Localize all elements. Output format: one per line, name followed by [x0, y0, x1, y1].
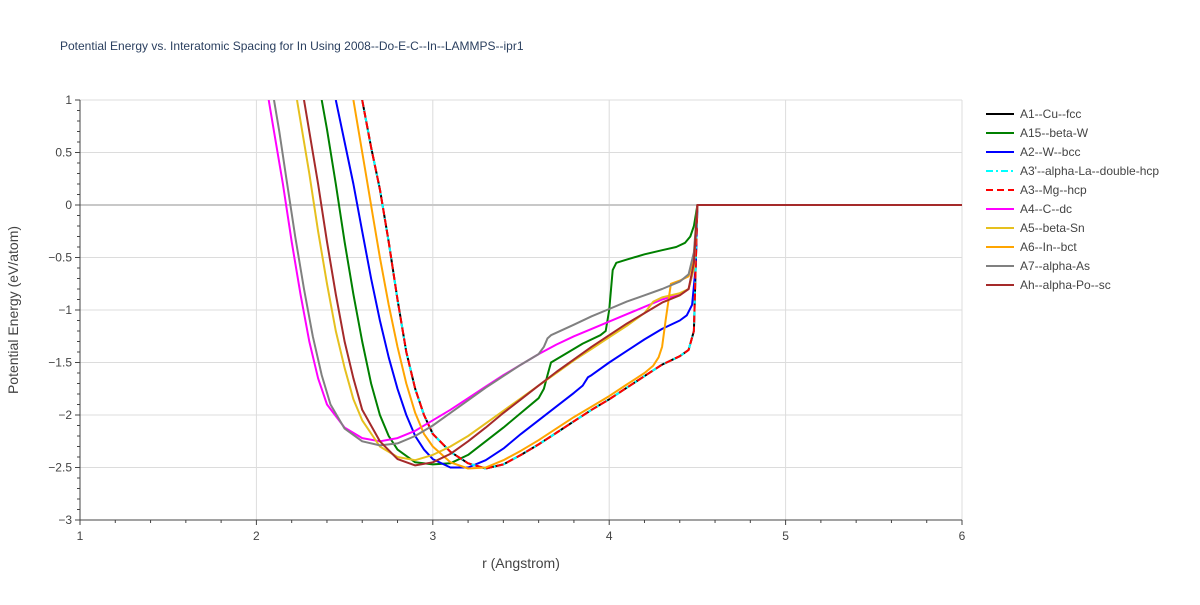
- legend-label: A15--beta-W: [1020, 126, 1089, 140]
- y-tick-label: −3: [58, 513, 72, 527]
- legend-label: A6--In--bct: [1020, 240, 1077, 254]
- x-axis-label: r (Angstrom): [482, 555, 560, 571]
- x-tick-label: 2: [253, 529, 260, 543]
- legend-item[interactable]: A3--Mg--hcp: [986, 183, 1087, 197]
- legend[interactable]: A1--Cu--fcc A15--beta-W A2--W--bcc A3'--alp…: [986, 107, 1159, 292]
- y-tick-label: −1.5: [48, 356, 72, 370]
- legend-item[interactable]: A2--W--bcc: [986, 145, 1080, 159]
- legend-item[interactable]: A4--C--dc: [986, 202, 1072, 216]
- y-tick-label: −0.5: [48, 251, 72, 265]
- series-line: [267, 100, 962, 443]
- y-tick-label: −2: [58, 408, 72, 422]
- axis-layer: 1 2 3 4 5 6 1 0.5 0 −0.5 −1 −1.5 −2 −2.5 −3: [48, 93, 965, 543]
- legend-item[interactable]: A15--beta-W: [986, 126, 1089, 140]
- x-tick-label: 6: [959, 529, 966, 543]
- y-tick-label: 1: [65, 93, 72, 107]
- legend-item[interactable]: A5--beta-Sn: [986, 221, 1085, 235]
- legend-item[interactable]: A7--alpha-As: [986, 259, 1090, 273]
- x-tick-label: 1: [77, 529, 84, 543]
- x-tick-label: 4: [606, 529, 613, 543]
- y-axis-label: Potential Energy (eV/atom): [5, 226, 21, 394]
- legend-label: A7--alpha-As: [1020, 259, 1090, 273]
- series-line: [303, 100, 962, 467]
- legend-item[interactable]: A3'--alpha-La--double-hcp: [986, 164, 1159, 178]
- x-tick-label: 3: [429, 529, 436, 543]
- legend-label: A4--C--dc: [1020, 202, 1072, 216]
- legend-label: A3'--alpha-La--double-hcp: [1020, 164, 1159, 178]
- chart-title: Potential Energy vs. Interatomic Spacing…: [60, 39, 524, 53]
- y-tick-label: −1: [58, 303, 72, 317]
- legend-label: A1--Cu--fcc: [1020, 107, 1081, 121]
- y-tick-label: −2.5: [48, 461, 72, 475]
- legend-item[interactable]: A6--In--bct: [986, 240, 1077, 254]
- series-line: [273, 100, 962, 447]
- series-line: [320, 100, 962, 466]
- legend-item[interactable]: A1--Cu--fcc: [986, 107, 1081, 121]
- series-line: [334, 100, 962, 469]
- legend-label: A2--W--bcc: [1020, 145, 1080, 159]
- legend-item[interactable]: Ah--alpha-Po--sc: [986, 278, 1111, 292]
- legend-label: Ah--alpha-Po--sc: [1020, 278, 1111, 292]
- series-line: [296, 100, 962, 462]
- series-line: [352, 100, 962, 470]
- grid-layer: [80, 99, 963, 520]
- y-tick-label: 0: [65, 198, 72, 212]
- legend-label: A3--Mg--hcp: [1020, 183, 1087, 197]
- series-layer: [267, 100, 962, 470]
- series-line: [361, 100, 962, 470]
- y-tick-label: 0.5: [55, 146, 72, 160]
- legend-label: A5--beta-Sn: [1020, 221, 1085, 235]
- x-tick-label: 5: [782, 529, 789, 543]
